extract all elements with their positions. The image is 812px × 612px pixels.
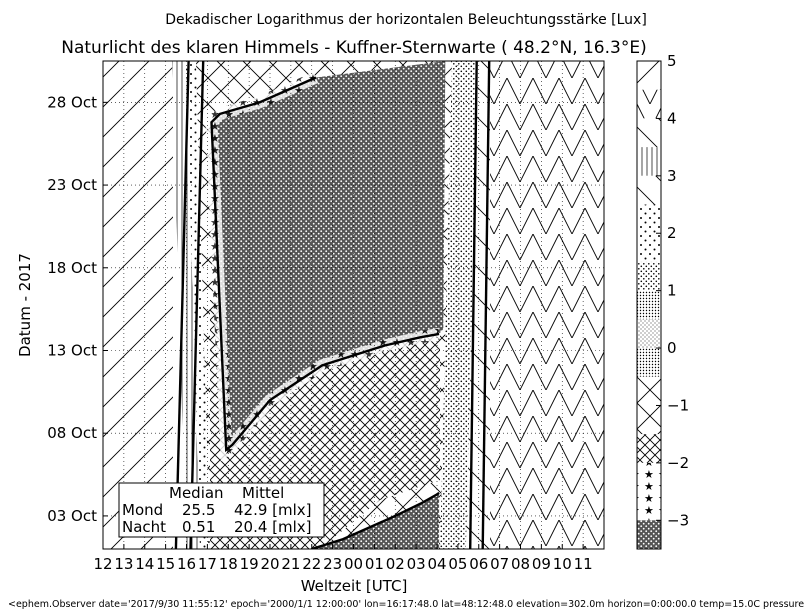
- y-axis-ticks: 03 Oct 08 Oct 13 Oct 18 Oct 23 Oct 28 Oct: [47, 93, 108, 525]
- y-tick-label: 13 Oct: [47, 341, 97, 359]
- stats-row-mean: 20.4 [mlx]: [234, 518, 312, 536]
- x-tick-label: 10: [553, 555, 572, 573]
- twilight-band-morning: [440, 61, 478, 549]
- x-tick-label: 08: [511, 555, 530, 573]
- sunrise-line: [469, 61, 478, 549]
- y-tick-label: 23 Oct: [47, 176, 97, 194]
- x-tick-label: 18: [219, 555, 238, 573]
- x-tick-label: 17: [198, 555, 217, 573]
- y-tick-label: 03 Oct: [47, 507, 97, 525]
- grid: [103, 61, 604, 549]
- x-tick-label: 19: [240, 555, 259, 573]
- x-tick-label: 00: [344, 555, 363, 573]
- colorbar-band: [637, 520, 661, 549]
- x-tick-label: 21: [281, 555, 300, 573]
- colorbar-band: [637, 491, 661, 521]
- colorbar-tick-label: 2: [667, 224, 677, 242]
- x-tick-label: 22: [302, 555, 321, 573]
- stats-legend-box: [118, 482, 325, 538]
- x-tick-label: 12: [93, 555, 112, 573]
- x-tick-label: 14: [135, 555, 154, 573]
- stats-row-label: Mond: [122, 501, 163, 519]
- colorbar-band: [637, 462, 661, 492]
- colorbar-band: [637, 376, 661, 406]
- colorbar-band: [637, 175, 661, 205]
- colorbar-tick-label: 4: [667, 109, 677, 127]
- colorbar-tick-label: 1: [667, 282, 677, 300]
- moonrise-contour-lower: [311, 491, 440, 549]
- stats-legend: Median Mittel Mond 25.5 42.9 [mlx] Nacht…: [118, 482, 325, 538]
- x-tick-label: 23: [323, 555, 342, 573]
- x-tick-label: 13: [114, 555, 133, 573]
- y-axis-label: Datum - 2017: [16, 253, 34, 357]
- moonlit-region-lower: [311, 492, 440, 549]
- colorbar-band: [637, 204, 661, 234]
- x-tick-label: 02: [386, 555, 405, 573]
- sunset-line-2: [189, 61, 205, 549]
- colorbar-band: [637, 319, 661, 349]
- x-axis-ticks: 12 13 14 15 16 17 18 19 20 21 22 23 00 01 02 03 04 05 06 07…: [93, 544, 593, 573]
- colorbar: [637, 61, 661, 549]
- x-tick-label: 15: [156, 555, 175, 573]
- colorbar-tick-label: 3: [667, 167, 677, 185]
- plot-area: [103, 61, 604, 549]
- colorbar-tick-label: −1: [667, 396, 689, 414]
- chart-suptitle: Dekadischer Logarithmus der horizontalen…: [165, 12, 647, 28]
- y-tick-label: 18 Oct: [47, 259, 97, 277]
- colorbar-band: [637, 89, 661, 119]
- colorbar-frame: [636, 60, 662, 550]
- stats-row-mean: 42.9 [mlx]: [234, 501, 312, 519]
- x-axis-label: Weltzeit [UTC]: [301, 577, 408, 595]
- x-tick-label: 01: [365, 555, 384, 573]
- colorbar-band: [637, 118, 661, 148]
- x-tick-label: 20: [260, 555, 279, 573]
- sunrise-line-2: [481, 61, 491, 549]
- x-tick-label: 03: [407, 555, 426, 573]
- colorbar-tick-label: 0: [667, 339, 677, 357]
- colorbar-band: [637, 348, 661, 377]
- colorbar-tick-label: −3: [667, 511, 689, 529]
- moonlit-region-upper: [211, 61, 446, 450]
- x-tick-label: 05: [448, 555, 467, 573]
- x-tick-label: 06: [469, 555, 488, 573]
- moonrise-contour-upper: [210, 76, 440, 453]
- colorbar-tick-label: 5: [667, 52, 677, 70]
- stats-row-median: 0.51: [182, 518, 215, 536]
- stats-header-median: Median: [169, 484, 224, 502]
- stats-row-median: 25.5: [182, 501, 215, 519]
- colorbar-band: [637, 290, 661, 320]
- colorbar-band: [637, 61, 661, 90]
- chart-title: Naturlicht des klaren Himmels - Kuffner-…: [61, 38, 646, 58]
- daylight-region-left: [103, 61, 173, 549]
- colorbar-tick-label: −2: [667, 454, 689, 472]
- daylight-region-right: [490, 61, 604, 549]
- stats-header-mean: Mittel: [242, 484, 284, 502]
- x-tick-label: 16: [177, 555, 196, 573]
- colorbar-ticks: 5 4 3 2 1 0 −1 −2 −3: [656, 52, 689, 529]
- y-tick-label: 08 Oct: [47, 424, 97, 442]
- colorbar-band: [637, 261, 661, 291]
- x-tick-label: 11: [574, 555, 593, 573]
- y-tick-label: 28 Oct: [47, 93, 97, 111]
- colorbar-band: [637, 147, 661, 176]
- colorbar-band: [637, 233, 661, 262]
- colorbar-band: [637, 405, 661, 435]
- sunset-line: [174, 61, 190, 549]
- x-tick-label: 04: [427, 555, 446, 573]
- x-tick-label: 09: [532, 555, 551, 573]
- colorbar-band: [637, 434, 661, 463]
- observer-footer: <ephem.Observer date='2017/9/30 11:55:12…: [8, 599, 804, 610]
- x-tick-label: 07: [490, 555, 509, 573]
- stats-row-label: Nacht: [122, 518, 166, 536]
